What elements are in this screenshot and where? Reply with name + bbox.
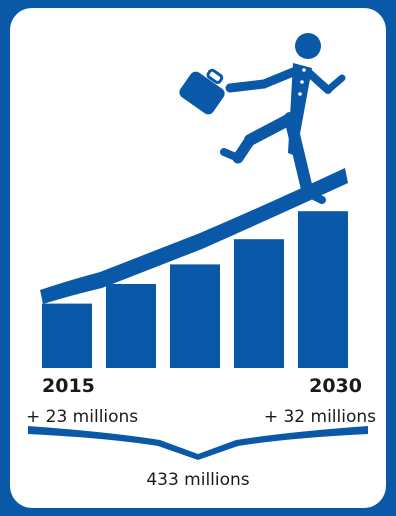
sum-arrow [28, 426, 368, 460]
trend-band [40, 168, 348, 304]
growth-chart [28, 33, 368, 460]
end-year-label: 2030 [309, 375, 362, 397]
total-label: 433 millions [146, 470, 250, 490]
infographic-card: 2015 2030 + 23 millions + 32 millions 43… [10, 8, 386, 508]
bar-3 [170, 264, 220, 368]
bar-1 [42, 303, 92, 368]
bar-4 [234, 239, 284, 368]
bars-group [42, 211, 348, 368]
businessman-running-up-icon [179, 33, 346, 204]
bar-5 [298, 211, 348, 368]
bar-2 [106, 284, 156, 368]
start-increase-label: + 23 millions [26, 407, 139, 427]
start-year-label: 2015 [42, 375, 95, 397]
end-increase-label: + 32 millions [263, 407, 376, 427]
